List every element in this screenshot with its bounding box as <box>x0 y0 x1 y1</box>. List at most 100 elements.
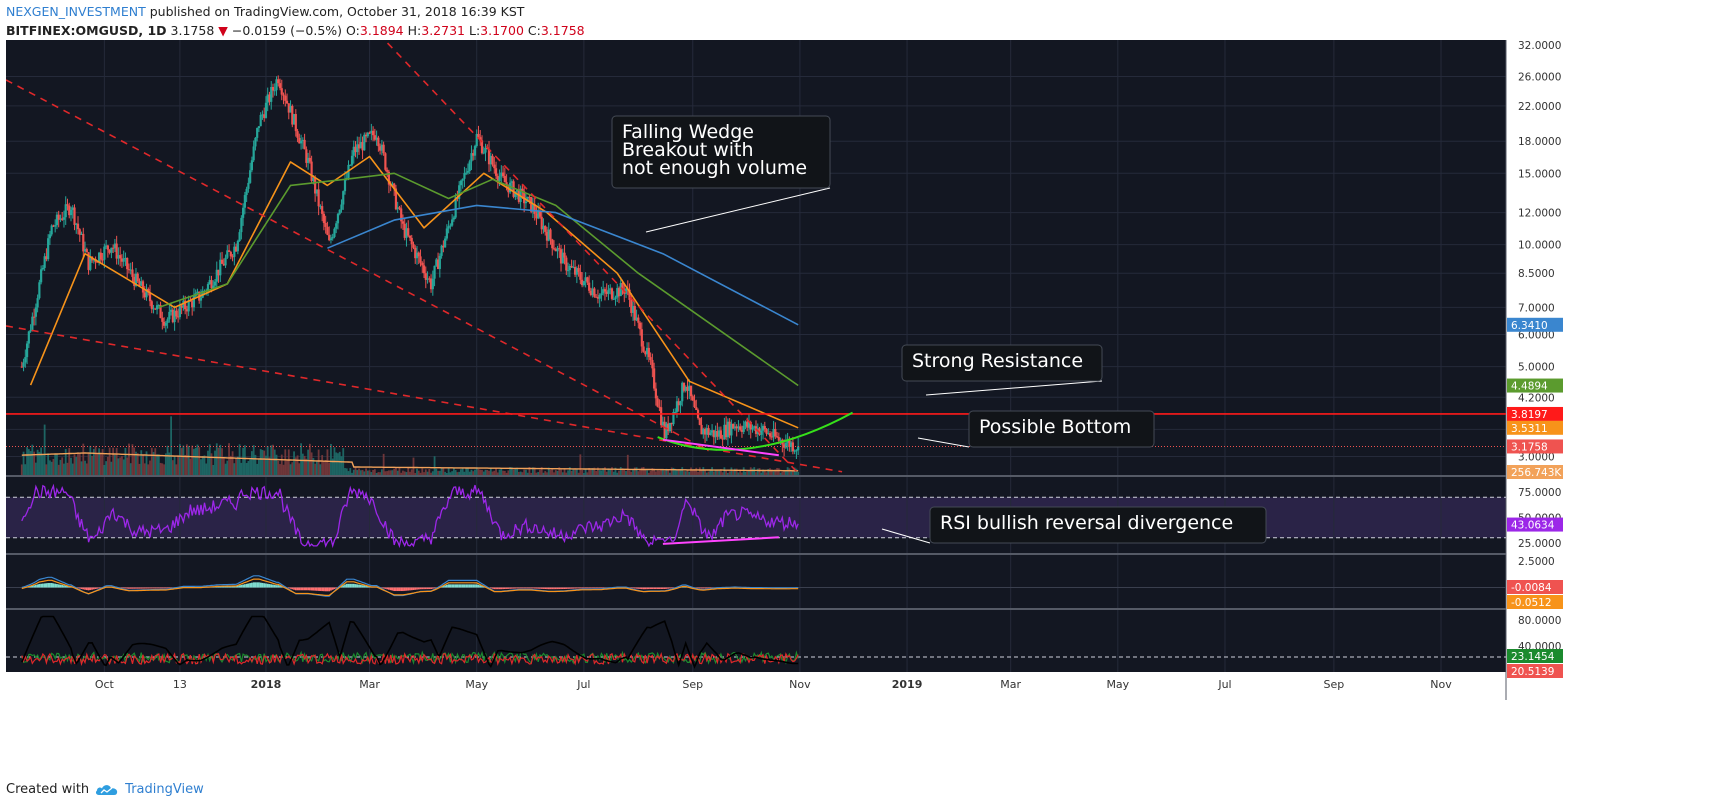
macd-histogram-bar <box>516 587 519 589</box>
volume-bar <box>126 457 129 475</box>
macd-histogram-bar <box>315 587 318 591</box>
candle-body <box>635 317 638 321</box>
volume-bar <box>662 469 664 475</box>
macd-histogram-bar <box>395 587 397 592</box>
macd-histogram-bar <box>261 582 264 588</box>
volume-bar <box>45 464 48 475</box>
macd-histogram-bar <box>591 587 594 589</box>
macd-histogram-bar <box>303 587 306 591</box>
macd-histogram-bar <box>231 586 234 588</box>
candle-body <box>405 228 408 238</box>
macd-histogram-bar <box>568 587 571 589</box>
volume-bar <box>604 467 606 475</box>
price-tick-label: 15.0000 <box>1518 168 1561 180</box>
volume-bar <box>133 447 136 475</box>
candle-body <box>542 225 545 230</box>
candle-body <box>69 209 73 216</box>
candle-body <box>775 436 779 438</box>
macd-histogram-bar <box>468 584 471 588</box>
candle-body <box>275 79 278 91</box>
annotation-falling-wedge-pointer <box>645 187 831 233</box>
time-tick-label: Mar <box>359 678 380 691</box>
candle-body <box>500 172 503 177</box>
candle-body <box>749 422 752 430</box>
volume-bar <box>184 454 187 475</box>
volume-bar <box>361 469 364 475</box>
annotation-rsi-divergence-box <box>929 506 1267 544</box>
volume-bar <box>26 447 28 475</box>
macd-histogram-bar <box>29 586 32 588</box>
volume-bar <box>289 464 292 475</box>
candle-body <box>124 257 127 259</box>
annotation-falling-wedge-text: Falling Wedge Breakout with not enough vol… <box>622 121 807 179</box>
candle-body <box>774 428 777 437</box>
volume-bar <box>588 467 591 475</box>
volume-bar <box>147 464 150 475</box>
volume-bar <box>323 460 325 475</box>
volume-bar <box>63 463 65 475</box>
price-badge-bg <box>1507 317 1563 332</box>
volume-bar <box>784 469 787 475</box>
candle-body <box>442 245 445 248</box>
macd-histogram-bar <box>489 587 492 589</box>
volume-bar <box>500 468 503 475</box>
price-badge: 4.4894 <box>1507 378 1563 393</box>
candle-body <box>47 238 50 260</box>
candle-body <box>261 114 264 116</box>
volume-bar <box>217 447 220 475</box>
macd-histogram-bar <box>705 587 708 589</box>
volume-bar <box>424 469 427 475</box>
volume-bar <box>124 447 127 475</box>
volume-bar <box>106 456 109 475</box>
candle-body <box>740 429 744 432</box>
macd-histogram-bar <box>145 587 148 589</box>
volume-bar <box>189 458 192 475</box>
candle-body <box>475 133 478 147</box>
macd-histogram-bar <box>635 587 638 589</box>
macd-histogram-bar <box>87 587 90 591</box>
candle-body <box>393 183 396 189</box>
macd-histogram-bar <box>294 587 297 591</box>
candle-body <box>178 305 181 318</box>
candle-body <box>577 268 580 272</box>
macd-histogram-bar <box>475 584 478 588</box>
volume-bar <box>330 443 332 475</box>
volume-bar <box>704 470 706 475</box>
volume-bar <box>273 449 276 475</box>
price-badge-text: 6.3410 <box>1511 320 1548 332</box>
volume-bar <box>611 467 613 475</box>
volume-bar <box>433 456 436 475</box>
candle-body <box>501 172 505 177</box>
macd-histogram-bar <box>149 587 151 589</box>
volume-bar <box>412 457 415 475</box>
volume-bar <box>294 457 297 475</box>
candle-body <box>566 270 570 272</box>
macd-histogram-bar <box>398 587 401 592</box>
candle-body <box>336 213 340 224</box>
candle-body <box>619 283 622 297</box>
author-link[interactable]: NEXGEN_INVESTMENT <box>6 4 146 19</box>
volume-bar <box>719 469 722 475</box>
candle-body <box>129 269 132 271</box>
time-tick-label: Nov <box>1430 678 1452 691</box>
volume-bar <box>774 469 777 475</box>
price-chart[interactable]: Falling Wedge Breakout with not enough vol… <box>6 40 1724 745</box>
volume-bar <box>496 472 499 475</box>
candle-body <box>489 155 492 165</box>
volume-bar <box>565 472 568 475</box>
candle-body <box>27 331 30 344</box>
macd-histogram-bar <box>642 587 645 590</box>
candle-body <box>751 427 754 430</box>
volume-bar <box>61 457 64 475</box>
volume-bar <box>748 470 750 475</box>
tradingview-link[interactable]: TradingView <box>125 782 204 797</box>
candle-body <box>38 282 41 299</box>
open-label: O: <box>346 23 360 38</box>
price-badge-text: 3.5311 <box>1511 423 1548 435</box>
candle-body <box>240 217 243 233</box>
candle-body <box>338 209 341 214</box>
volume-bar <box>684 471 687 475</box>
candle-body <box>763 425 766 430</box>
macd-histogram-bar <box>96 587 99 589</box>
candle-body <box>793 450 796 452</box>
